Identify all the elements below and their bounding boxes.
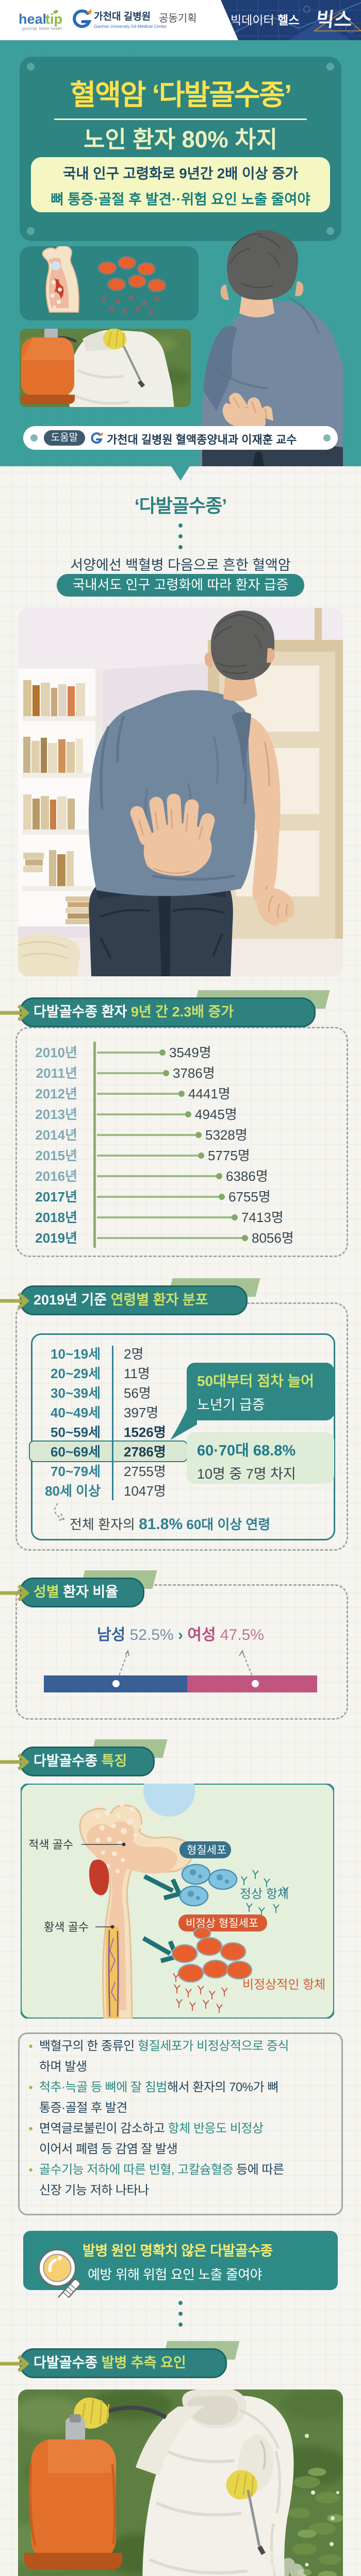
svg-text:2010년: 2010년 bbox=[35, 1045, 77, 1060]
svg-text:40~49세: 40~49세 bbox=[51, 1405, 101, 1420]
svg-text:good tip, better health: good tip, better health bbox=[22, 26, 62, 31]
svg-text:빅데이터 헬스: 빅데이터 헬스 bbox=[231, 13, 299, 27]
svg-text:4945명: 4945명 bbox=[195, 1107, 237, 1122]
svg-text:70~79세: 70~79세 bbox=[51, 1464, 101, 1479]
svg-text:비정상 형질세포: 비정상 형질세포 bbox=[186, 1918, 258, 1929]
svg-text:2013년: 2013년 bbox=[35, 1107, 77, 1122]
svg-text:6755명: 6755명 bbox=[228, 1189, 271, 1205]
svg-text:11명: 11명 bbox=[124, 1366, 150, 1381]
svg-text:2016년: 2016년 bbox=[35, 1168, 77, 1184]
svg-text:7413명: 7413명 bbox=[241, 1210, 284, 1225]
svg-text:80세 이상: 80세 이상 bbox=[45, 1483, 101, 1499]
svg-text:heal: heal bbox=[19, 11, 46, 27]
svg-text:2명: 2명 bbox=[124, 1346, 143, 1362]
svg-text:20~29세: 20~29세 bbox=[51, 1366, 101, 1381]
svg-text:8056명: 8056명 bbox=[252, 1230, 294, 1246]
svg-text:50~59세: 50~59세 bbox=[51, 1425, 101, 1440]
svg-text:2786명: 2786명 bbox=[124, 1444, 166, 1460]
svg-text:Gachon University Gil Medical: Gachon University Gil Medical Center bbox=[94, 24, 167, 29]
svg-text:비정상적인 항체: 비정상적인 항체 bbox=[242, 1978, 325, 1992]
svg-text:2014년: 2014년 bbox=[35, 1127, 77, 1143]
svg-text:10~19세: 10~19세 bbox=[51, 1346, 101, 1362]
svg-text:397명: 397명 bbox=[124, 1405, 158, 1420]
svg-text:적색 골수: 적색 골수 bbox=[28, 1838, 73, 1851]
svg-text:가천대 길병원: 가천대 길병원 bbox=[94, 11, 151, 22]
svg-text:4441명: 4441명 bbox=[188, 1086, 231, 1101]
svg-text:2011년: 2011년 bbox=[36, 1065, 77, 1081]
svg-text:2019년: 2019년 bbox=[35, 1230, 77, 1246]
svg-text:5328명: 5328명 bbox=[205, 1127, 248, 1143]
svg-text:3786명: 3786명 bbox=[173, 1065, 215, 1081]
svg-text:1526명: 1526명 bbox=[124, 1425, 166, 1440]
svg-text:형질세포: 형질세포 bbox=[187, 1844, 226, 1856]
svg-text:6386명: 6386명 bbox=[226, 1168, 268, 1184]
svg-text:전체 환자의 81.8% 60대 이상 연령: 전체 환자의 81.8% 60대 이상 연령 bbox=[70, 1516, 270, 1533]
svg-text:빅스: 빅스 bbox=[315, 9, 353, 31]
svg-text:2018년: 2018년 bbox=[35, 1210, 77, 1225]
svg-text:2755명: 2755명 bbox=[124, 1464, 166, 1479]
svg-text:2015년: 2015년 bbox=[35, 1148, 77, 1163]
svg-text:2012년: 2012년 bbox=[35, 1086, 77, 1101]
svg-text:정상 항체: 정상 항체 bbox=[240, 1887, 289, 1901]
svg-text:1047명: 1047명 bbox=[124, 1483, 166, 1499]
svg-text:30~39세: 30~39세 bbox=[51, 1385, 101, 1401]
svg-text:3549명: 3549명 bbox=[169, 1045, 211, 1060]
svg-text:5775명: 5775명 bbox=[208, 1148, 250, 1163]
svg-text:2017년: 2017년 bbox=[35, 1189, 77, 1205]
svg-text:56명: 56명 bbox=[124, 1385, 151, 1401]
svg-text:60~69세: 60~69세 bbox=[51, 1444, 101, 1460]
svg-text:tip: tip bbox=[45, 11, 62, 27]
svg-text:공동기획: 공동기획 bbox=[159, 12, 197, 24]
svg-text:황색 골수: 황색 골수 bbox=[44, 1921, 89, 1934]
